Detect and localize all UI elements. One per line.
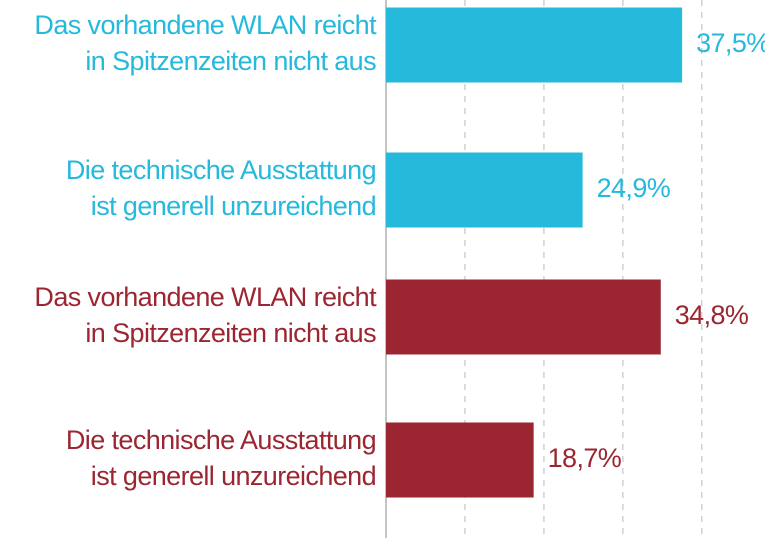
value-label: 37,5%: [696, 28, 765, 58]
category-label: ist generell unzureichend: [91, 461, 376, 491]
bar: [386, 279, 661, 355]
value-label: 18,7%: [548, 443, 622, 473]
category-label: ist generell unzureichend: [91, 191, 376, 221]
bar: [386, 422, 534, 498]
category-label: Die technische Ausstattung: [66, 425, 376, 455]
category-label: Das vorhandene WLAN reicht: [34, 10, 377, 40]
bar: [386, 152, 583, 228]
category-label: Die technische Ausstattung: [66, 155, 376, 185]
value-label: 34,8%: [675, 300, 749, 330]
bar: [386, 7, 683, 83]
value-label: 24,9%: [597, 173, 671, 203]
category-label: in Spitzenzeiten nicht aus: [85, 46, 376, 76]
category-label: Das vorhandene WLAN reicht: [34, 282, 377, 312]
category-label: in Spitzenzeiten nicht aus: [85, 318, 376, 348]
